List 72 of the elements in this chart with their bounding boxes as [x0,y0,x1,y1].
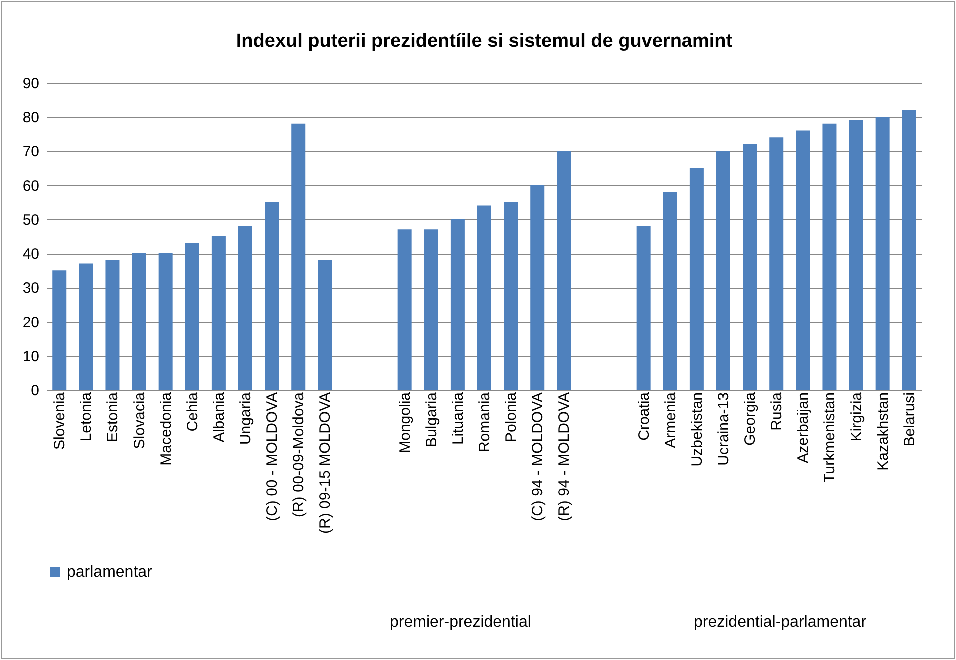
x-tick-label: Azerbaijan [795,392,812,464]
legend-label: parlamentar [67,564,154,581]
bar [265,202,280,390]
y-tick-label: 20 [22,314,40,332]
bar [450,219,465,390]
y-tick-label: 90 [22,76,40,92]
bar [876,117,890,390]
x-tick-label: Georgia [742,392,760,446]
x-tick-label: Uzbekistan [688,392,706,467]
y-tick-label: 30 [22,280,40,298]
bar [158,254,173,390]
bar [185,243,200,390]
x-tick-label: Macedonia [158,392,175,466]
x-tick-label: Kirgizia [848,392,866,442]
x-tick-label: Kazakhstan [874,392,892,471]
x-tick-label: Letonia [78,392,96,442]
x-tick-label: Rusia [768,392,786,431]
bar [557,151,572,390]
chart-title: Indexul puterii prezidentíile si sistemul de guvernamint [236,31,734,52]
x-tick-label: Armenia [662,392,680,448]
bar [478,206,492,390]
x-tick-label: Cehia [184,392,202,432]
x-tick-label: Ungaria [238,392,254,446]
x-tick-label: (C) 94 - MOLDOVA [530,392,547,522]
bar [424,230,438,390]
y-tick-label: 60 [22,178,40,195]
x-tick-label: Polonia [503,392,520,443]
x-tick-label: Croatia [636,392,653,441]
bar [504,202,518,390]
x-tick-label: Slovacia [131,392,148,450]
bar [238,226,252,390]
bar [292,124,306,390]
y-tick-label: 50 [22,212,40,229]
y-tick-label: 70 [22,144,40,161]
x-tick-label: Turkmenistan [822,392,839,483]
y-tick-label: 80 [22,110,40,127]
text: prezidential-parlamentar [694,614,867,632]
x-tick-label: Mongolia [396,392,414,454]
x-tick-label: (R) 09-15 MOLDOVA [317,392,334,534]
bar [849,120,864,390]
x-tick-label: Romania [476,392,494,453]
y-tick-label: 0 [31,382,40,400]
x-tick-label: Slovenia [52,392,69,450]
x-tick-label: Estonia [104,392,122,443]
y-tick-label: 10 [22,348,40,366]
x-tick-label: Ucraina-13 [716,392,732,466]
text: premier-prezidential [390,614,532,632]
bar [716,151,730,390]
bar [530,185,545,390]
bar [690,168,704,390]
x-tick-label: Albania [210,392,228,443]
x-tick-label: (C) 00 - MOLDOVA [264,392,282,522]
bar [743,144,758,390]
bar [79,264,94,390]
bar [796,130,810,390]
bar [106,260,120,390]
bar [663,192,678,390]
bar [822,124,837,390]
bar [132,254,146,390]
x-tick-label: (R) 94 - MOLDOVA [556,392,574,522]
bar [902,110,916,390]
x-tick-label: Lituania [450,392,467,446]
bar [52,270,67,390]
bar [636,226,651,390]
x-tick-label: Belarusi [901,392,918,447]
bar [398,230,412,390]
x-tick-label: Bulgaria [423,392,440,448]
y-tick-label: 40 [22,246,40,264]
bar [770,138,784,390]
bar [212,236,226,390]
x-tick-label: (R) 00-09-Moldova [290,392,308,518]
bar [318,260,332,390]
